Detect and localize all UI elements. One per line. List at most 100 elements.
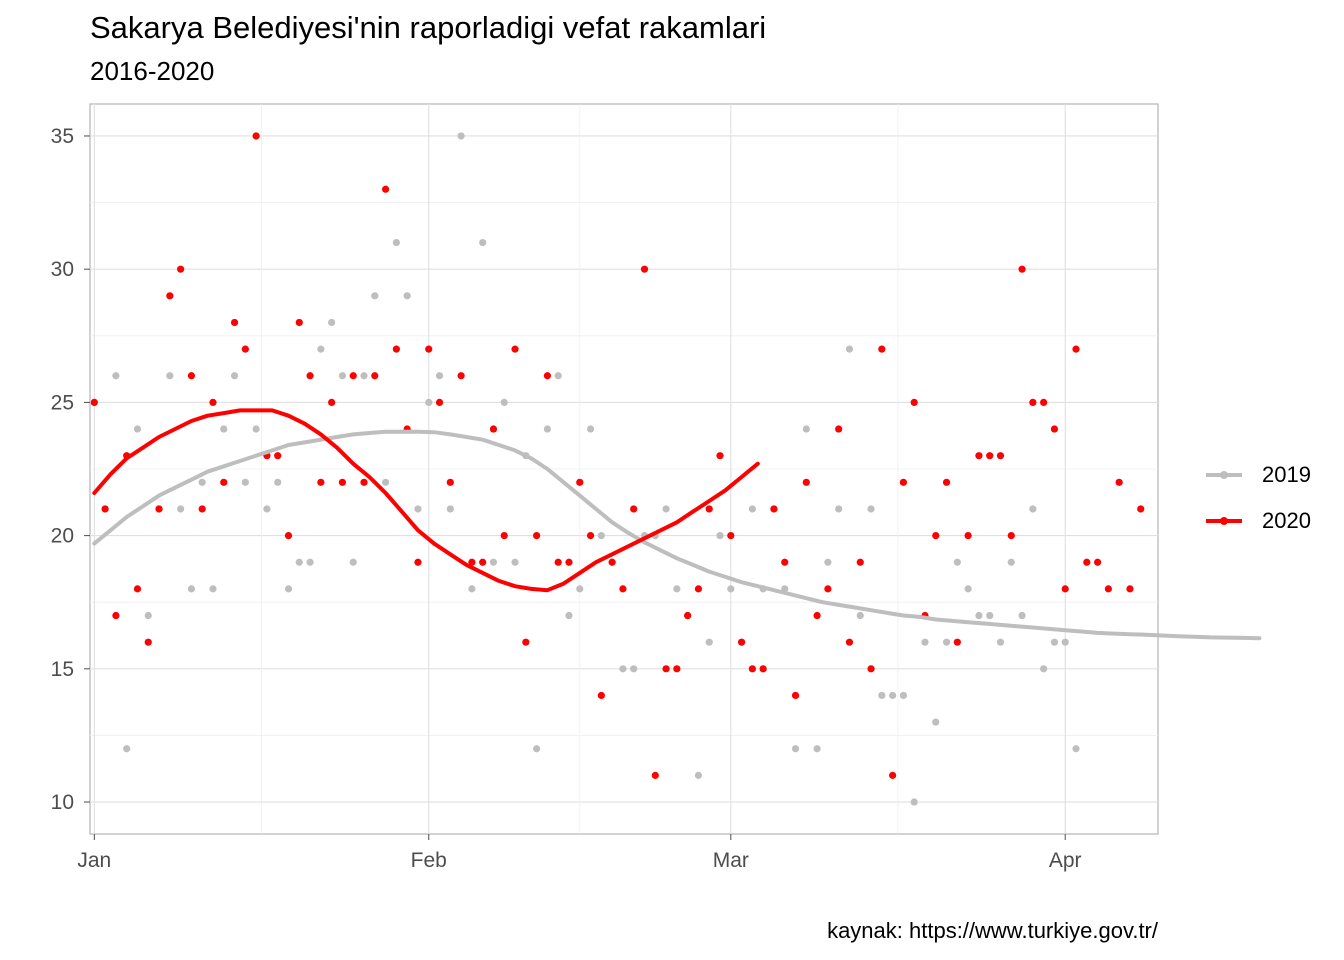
point-2020 [835,425,843,433]
point-2019 [586,425,595,433]
point-2020 [533,532,541,540]
point-2019 [889,691,897,700]
point-2019 [791,745,800,753]
point-2020 [1050,425,1059,433]
point-2020 [349,372,357,380]
point-2020 [608,558,616,566]
point-2019 [964,585,972,593]
point-2019 [565,611,573,620]
point-2020 [101,505,109,513]
point-2020 [1083,558,1091,566]
point-2020 [360,478,368,486]
point-2019 [468,585,476,593]
point-2020 [845,638,854,646]
point-2019 [457,132,465,140]
point-2020 [1072,345,1080,353]
smooth-line-2019 [92,429,1262,641]
point-2020 [565,558,573,566]
point-2019 [144,611,152,620]
point-2019 [1040,665,1048,673]
point-2019 [187,585,196,593]
x-tick-label: Mar [713,849,749,872]
chart-title: Sakarya Belediyesi'nin raporladigi vefat… [90,10,767,45]
point-2020 [435,398,444,406]
point-2020 [996,452,1005,460]
point-2020 [953,638,961,646]
point-2019 [932,718,940,726]
point-2019 [381,478,390,486]
point-2020 [500,532,508,540]
point-2019 [554,372,562,380]
point-2019 [263,505,271,513]
point-2019 [867,505,875,513]
point-2020 [489,425,498,433]
x-tick-label: Feb [411,849,447,872]
point-2019 [371,292,379,300]
point-2020 [932,532,940,540]
point-2020 [187,372,196,380]
point-2020 [770,505,778,513]
point-2020 [910,398,918,406]
point-2019 [727,585,735,593]
point-2020 [662,665,670,673]
point-2019 [338,372,347,380]
point-2020 [144,638,152,646]
point-2019 [306,558,314,566]
point-2019 [284,585,293,593]
point-2019 [543,425,552,433]
point-2020 [274,452,282,460]
point-2020 [1018,265,1026,273]
point-2020 [166,292,174,300]
point-2020 [673,665,681,673]
x-tick-label: Jan [77,849,111,872]
point-2020 [942,478,951,486]
point-2019 [856,611,864,620]
point-2020 [543,372,552,380]
point-2019 [942,638,951,646]
point-2020 [155,505,163,513]
point-2020 [737,638,746,646]
point-2020 [1061,585,1069,593]
point-2019 [576,585,584,593]
point-2020 [748,665,756,673]
point-2019 [252,425,260,433]
legend-label-2020: 2020 [1262,508,1311,533]
point-2020 [90,398,98,406]
point-2020 [716,452,724,460]
point-2019 [533,745,541,753]
point-2019 [953,558,961,566]
point-2019 [619,665,627,673]
point-2020 [878,345,886,353]
x-tick-label: Apr [1049,849,1082,872]
point-2020 [209,398,217,406]
point-2019 [802,425,810,433]
point-2019 [112,372,120,380]
point-2020 [964,532,972,540]
point-2020 [1093,558,1102,566]
point-2020 [694,585,703,593]
point-2019 [177,505,185,513]
point-2020 [177,265,185,273]
point-2020 [511,345,519,353]
point-2019 [435,372,444,380]
y-tick-label: 15 [51,658,74,681]
point-2020 [230,318,239,327]
point-2019 [446,505,454,513]
point-2019 [705,638,713,646]
point-2020 [986,452,994,460]
point-2019 [198,478,206,486]
legend: 2019 2020 [1200,452,1311,544]
point-2019 [1018,611,1026,620]
legend-key-2020 [1200,509,1248,533]
y-tick-label: 30 [51,258,74,281]
point-2020 [1007,532,1015,540]
point-2020 [975,452,983,460]
legend-dot-2020 [1220,517,1228,525]
point-2019 [500,398,508,406]
point-2020 [317,478,325,486]
point-2020 [522,638,530,646]
point-2020 [198,505,206,513]
point-2020 [392,345,400,353]
point-2020 [371,372,379,380]
